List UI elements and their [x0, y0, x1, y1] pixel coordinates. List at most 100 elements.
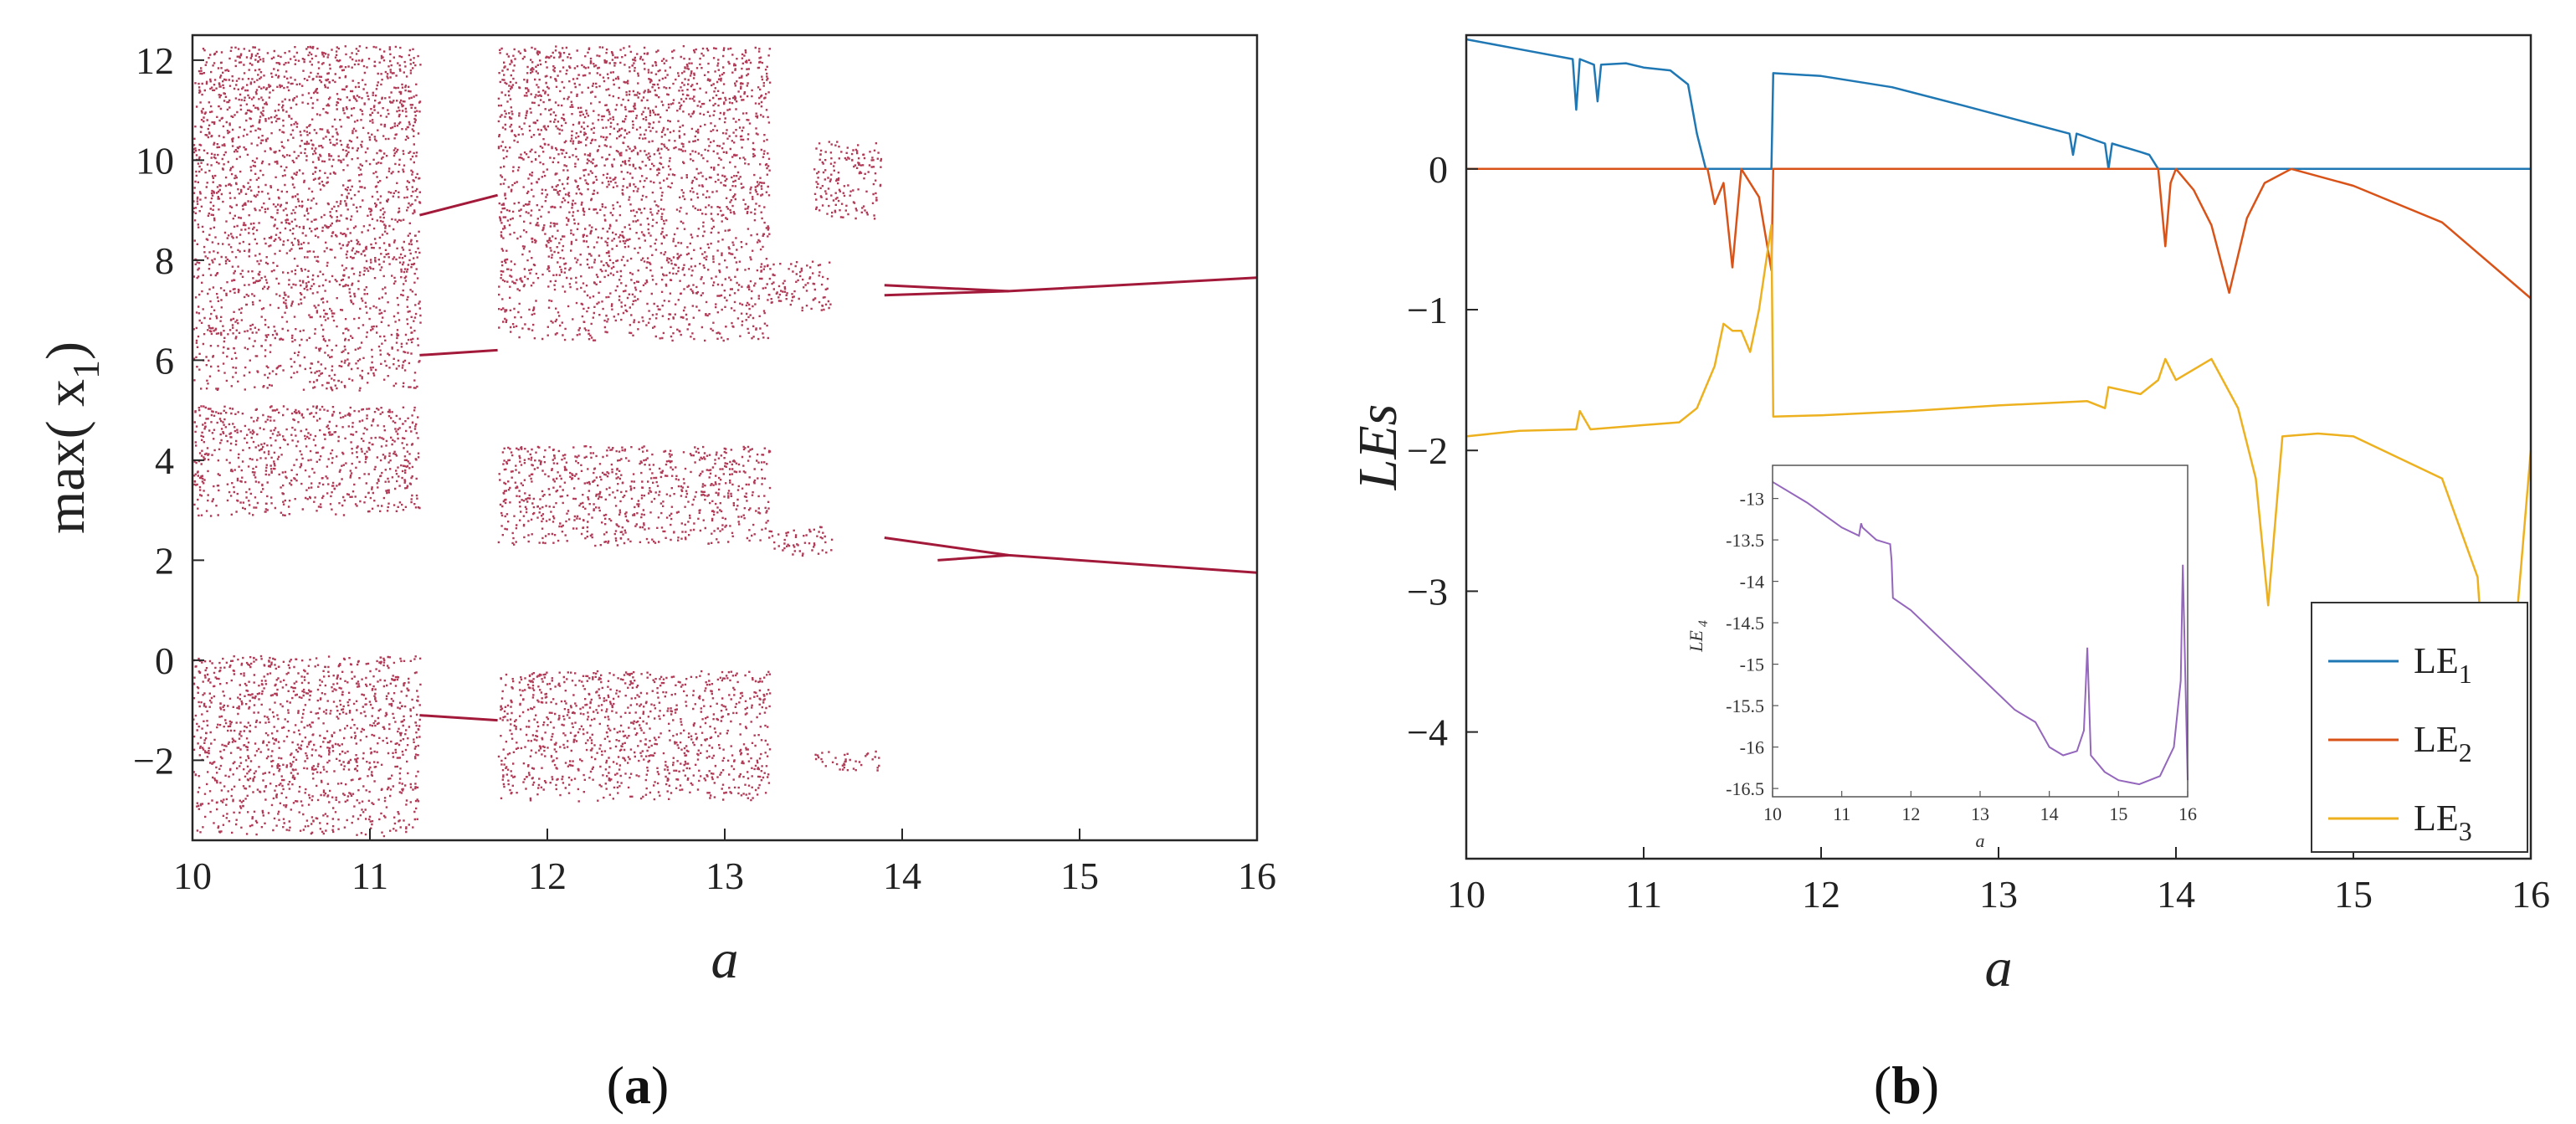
inset-x-tick-label: 15 — [2109, 803, 2127, 824]
inset-y-tick-label: -13 — [1740, 489, 1764, 510]
inset-x-axis-title: a — [1976, 830, 1985, 851]
legend-label: LE3 — [2414, 798, 2472, 846]
x-tick-label: 10 — [1447, 873, 1486, 916]
y-tick-label: −2 — [1407, 429, 1448, 472]
y-tick-label: −1 — [1407, 289, 1448, 331]
scatter-points — [192, 45, 422, 392]
x-tick-label: 11 — [352, 855, 388, 897]
y-tick-label: 0 — [1429, 148, 1448, 191]
panel-b-y-ticks: −4 −3 −2 −1 0 — [1407, 148, 1478, 754]
panel-a-scatter-points — [192, 45, 883, 838]
svg-text:max( x1): max( x1) — [35, 341, 107, 534]
legend-entry-le2: LE2 — [2328, 719, 2472, 767]
periodic-branch — [419, 193, 498, 217]
panel-a-periodic-branches — [419, 193, 1258, 722]
x-tick-label: 15 — [1060, 855, 1099, 897]
series-line-le1 — [1465, 38, 2531, 171]
legend-entry-le1: LE1 — [2328, 640, 2472, 689]
inset-x-tick-label: 12 — [1901, 803, 1920, 824]
inset-series-lines — [1772, 480, 2189, 786]
y-tick-label: 10 — [136, 139, 174, 182]
panel-a-x-axis-title: a — [711, 929, 739, 990]
panel-a-y-axis-title: max( x1) — [35, 341, 107, 534]
periodic-branch — [419, 714, 498, 722]
panel-a-bifurcation: 10 11 12 13 14 15 16 −2 0 2 4 6 8 10 12 a max( x1) (a… — [35, 33, 1276, 1115]
scatter-region — [497, 670, 772, 803]
panel-b-caption: (b) — [1874, 1055, 1939, 1115]
periodic-branch — [419, 348, 498, 357]
inset-y-tick-label: -15 — [1740, 654, 1764, 675]
scatter-region — [497, 45, 772, 342]
legend-box — [2311, 602, 2528, 853]
scatter-region — [813, 141, 883, 220]
inset-series-line-le4 — [1772, 480, 2189, 786]
series-line-le2 — [1466, 167, 2532, 300]
y-tick-label: 4 — [155, 439, 174, 482]
legend-label: LE1 — [2414, 640, 2472, 689]
inset-y-tick-label: -15.5 — [1726, 695, 1764, 716]
inset-x-tick-label: 14 — [2040, 803, 2059, 824]
y-tick-label: −2 — [133, 739, 174, 782]
panel-b-lyapunov: 10 11 12 13 14 15 16 −4−3−2−10 a LEs 10 11 12 13 1… — [1347, 33, 2550, 1115]
y-tick-label: −4 — [1407, 711, 1448, 754]
panel-b-inset: 10 11 12 13 14 15 16 -13-13.5-14-14.5-15-15.5-… — [1686, 464, 2197, 851]
panel-b-legend: LE1 LE2 LE3 — [2311, 602, 2528, 853]
scatter-region — [192, 654, 422, 838]
x-tick-label: 16 — [1238, 855, 1276, 897]
scatter-points — [497, 445, 772, 547]
scatter-points — [813, 141, 883, 220]
scatter-region — [193, 405, 421, 517]
panel-b-x-ticks: 10 11 12 13 14 15 16 — [1447, 847, 2550, 916]
scatter-points — [770, 526, 834, 557]
y-tick-label: 6 — [155, 339, 174, 382]
y-tick-label: −3 — [1407, 570, 1448, 613]
scatter-points — [814, 750, 880, 772]
x-tick-label: 16 — [2512, 873, 2550, 916]
inset-plot-area — [1773, 465, 2188, 797]
inset-y-tick-label: -13.5 — [1726, 530, 1764, 551]
legend-label: LE2 — [2414, 719, 2472, 767]
panel-b-y-axis-title: LEs — [1347, 404, 1409, 491]
inset-x-tick-label: 10 — [1763, 803, 1782, 824]
legend-entry-le3: LE3 — [2328, 798, 2472, 846]
inset-y-ticks: -13 -13.5 -14 -14.5 -15 -15.5 -16 -16.5 — [1726, 489, 1778, 799]
x-tick-label: 15 — [2334, 873, 2373, 916]
inset-x-tick-label: 16 — [2178, 803, 2197, 824]
panel-b-x-axis-title: a — [1985, 937, 2013, 998]
svg-text:LE4: LE4 — [1686, 620, 1711, 653]
x-tick-label: 12 — [1802, 873, 1840, 916]
y-tick-label: 8 — [155, 239, 174, 282]
inset-y-tick-label: -16.5 — [1726, 778, 1764, 799]
panel-b-series-lines — [1465, 38, 2532, 846]
inset-x-ticks: 10 11 12 13 14 15 16 — [1763, 791, 2197, 824]
scatter-region — [770, 526, 834, 557]
x-tick-label: 11 — [1625, 873, 1662, 916]
inset-y-tick-label: -16 — [1740, 737, 1764, 758]
y-tick-label: 12 — [136, 39, 174, 82]
x-tick-label: 14 — [2157, 873, 2195, 916]
x-tick-label: 13 — [706, 855, 744, 897]
inset-y-tick-label: -14.5 — [1726, 613, 1764, 634]
x-tick-label: 13 — [1979, 873, 2018, 916]
x-tick-label: 10 — [173, 855, 212, 897]
series-line-le3 — [1465, 223, 2532, 846]
scatter-points — [769, 260, 832, 312]
scatter-region — [814, 750, 880, 772]
scatter-region — [497, 445, 772, 547]
scatter-points — [497, 670, 772, 803]
y-tick-label: 2 — [155, 539, 174, 582]
periodic-branch — [884, 290, 1009, 297]
periodic-branch — [937, 553, 1009, 562]
x-tick-label: 12 — [528, 855, 567, 897]
scatter-region — [769, 260, 832, 312]
scatter-points — [497, 45, 772, 342]
scatter-region — [192, 45, 422, 392]
inset-x-tick-label: 13 — [1971, 803, 1989, 824]
panel-a-x-ticks: 10 11 12 13 14 15 16 — [173, 829, 1276, 897]
x-tick-label: 14 — [883, 855, 921, 897]
y-tick-label: 0 — [155, 639, 174, 682]
inset-y-tick-label: -14 — [1740, 572, 1764, 593]
inset-x-tick-label: 11 — [1833, 803, 1850, 824]
scatter-points — [192, 654, 422, 838]
